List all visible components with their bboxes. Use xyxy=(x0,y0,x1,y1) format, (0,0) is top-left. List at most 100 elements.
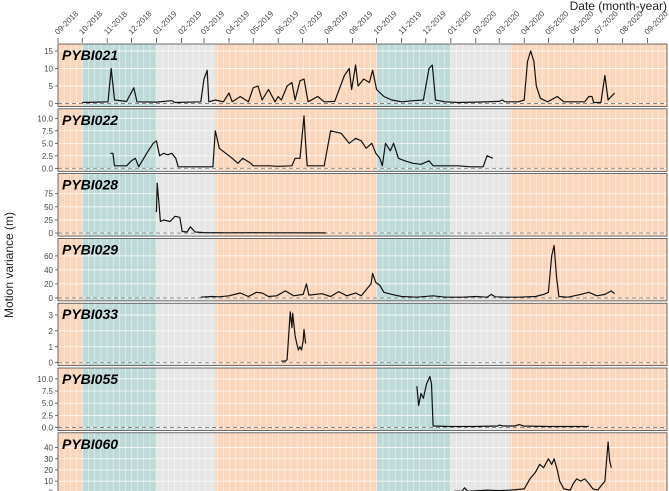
panel-pybi022: 0.0 2.5 5.0 7.5 10.0 PYBI022 xyxy=(37,108,668,173)
x-tick-label: 06-2019 xyxy=(273,9,301,37)
panel-pybi029: 0 20 40 60 PYBI029 xyxy=(44,238,668,303)
panel-pybi033: 0 1 2 3 PYBI033 xyxy=(49,302,668,368)
series-line-pybi028 xyxy=(155,182,326,234)
season-band-orange xyxy=(510,108,667,172)
panel-border xyxy=(57,43,668,107)
y-tick-label: 50 xyxy=(44,203,53,212)
panel-border xyxy=(57,108,668,172)
y-tick-label: 40 xyxy=(44,266,53,275)
x-tick-label: 11-2019 xyxy=(397,9,424,36)
y-tick-label: 10 xyxy=(44,477,53,486)
season-band-grey xyxy=(156,173,216,237)
y-tick-label: 2 xyxy=(49,327,54,336)
season-band-grey xyxy=(156,432,216,491)
x-tick-label: 04-2020 xyxy=(519,9,547,37)
panel-title: PYBI022 xyxy=(62,112,118,128)
season-band-grey xyxy=(450,108,511,172)
y-tick-label: 7.5 xyxy=(42,387,54,396)
x-tick-label: 09-2020 xyxy=(643,9,669,37)
y-tick-label: 7.5 xyxy=(42,127,54,136)
y-tick-label: 10 xyxy=(44,65,53,74)
season-band-grey xyxy=(156,303,216,366)
series-line-pybi021 xyxy=(82,50,616,104)
panel-title: PYBI029 xyxy=(62,241,118,257)
y-tick-label: 0 xyxy=(49,294,54,303)
panel-border xyxy=(57,432,668,491)
series-line-pybi022 xyxy=(110,115,494,168)
x-tick-label: 02-2020 xyxy=(471,9,499,37)
season-band-grey xyxy=(450,432,511,491)
series-line-pybi060 xyxy=(454,441,612,491)
season-band-orange xyxy=(510,368,667,431)
panel-pybi060: 0 10 20 30 40 PYBI060 xyxy=(44,432,668,491)
x-tick-label: 01-2020 xyxy=(446,9,474,37)
x-tick-label: 10-2018 xyxy=(77,9,105,37)
season-band-orange xyxy=(215,368,377,431)
x-tick-label: 09-2019 xyxy=(347,9,375,37)
series-line-pybi033 xyxy=(281,311,307,362)
y-tick-label: 0 xyxy=(49,100,54,109)
x-tick-label: 02-2019 xyxy=(176,9,204,37)
y-tick-label: 5.0 xyxy=(42,139,54,148)
panel-border xyxy=(57,367,668,431)
x-axis-ticks: 09-201810-201811-201812-201801-201902-20… xyxy=(53,9,669,43)
y-tick-label: 15 xyxy=(44,47,53,56)
x-tick-label: 11-2018 xyxy=(102,9,129,36)
x-tick-label: 05-2020 xyxy=(543,9,571,37)
x-tick-label: 08-2019 xyxy=(322,9,350,37)
season-band-grey xyxy=(156,108,216,172)
y-tick-label: 3 xyxy=(49,311,54,320)
panel-border xyxy=(57,173,668,237)
season-band-orange xyxy=(215,303,377,366)
series-line-pybi055 xyxy=(416,375,589,428)
season-band-orange xyxy=(510,432,667,491)
y-tick-label: 75 xyxy=(44,190,53,199)
y-tick-label: 0.0 xyxy=(42,424,54,433)
panel-title: PYBI028 xyxy=(62,177,118,193)
y-tick-label: 0 xyxy=(49,359,54,368)
panel-title: PYBI033 xyxy=(62,306,118,322)
panel-title: PYBI021 xyxy=(62,47,118,63)
y-tick-label: 2.5 xyxy=(42,152,54,161)
y-tick-label: 2.5 xyxy=(42,411,54,420)
x-tick-label: 07-2020 xyxy=(593,9,621,37)
x-tick-label: 03-2019 xyxy=(199,9,227,37)
x-tick-label: 03-2020 xyxy=(494,9,522,37)
x-tick-label: 04-2019 xyxy=(224,9,252,37)
season-band-grey xyxy=(156,368,216,431)
x-tick-label: 10-2019 xyxy=(372,9,400,37)
season-band-orange xyxy=(215,108,377,172)
x-tick-label: 05-2019 xyxy=(248,9,276,37)
y-tick-label: 20 xyxy=(44,280,53,289)
y-tick-label: 0.0 xyxy=(42,164,54,173)
season-band-orange xyxy=(510,173,667,237)
x-axis-label: Date (month-year) xyxy=(570,0,667,13)
panel-title: PYBI055 xyxy=(62,371,118,387)
season-band-grey xyxy=(450,44,511,107)
y-tick-label: 10.0 xyxy=(37,114,53,123)
y-tick-label: 5.0 xyxy=(42,399,54,408)
x-tick-label: 06-2020 xyxy=(568,9,596,37)
x-tick-label: 09-2018 xyxy=(53,9,81,37)
x-tick-label: 08-2020 xyxy=(618,9,646,37)
y-tick-label: 25 xyxy=(44,216,53,225)
y-tick-label: 20 xyxy=(44,466,53,475)
panel-title: PYBI060 xyxy=(62,436,118,452)
y-tick-label: 30 xyxy=(44,455,53,464)
panel-pybi028: 0 25 50 75 PYBI028 xyxy=(44,173,668,238)
panels: 0 5 10 15 PYBI021 0.0 2.5 5.0 7.5 10.0 PYBI022 0 25 5… xyxy=(37,43,668,491)
series-line-pybi029 xyxy=(200,244,615,298)
season-band-orange xyxy=(510,303,667,366)
season-band-orange xyxy=(215,173,377,237)
season-band-grey xyxy=(156,44,216,107)
x-tick-label: 07-2019 xyxy=(297,9,325,37)
panel-border xyxy=(57,302,668,367)
panel-pybi021: 0 5 10 15 PYBI021 xyxy=(44,43,668,109)
y-axis-label: Motion variance (m) xyxy=(2,212,16,318)
y-tick-label: 40 xyxy=(44,444,53,453)
y-tick-label: 5 xyxy=(49,82,54,91)
y-tick-label: 10.0 xyxy=(37,375,53,384)
x-tick-label: 01-2019 xyxy=(151,9,179,37)
y-tick-label: 0 xyxy=(49,229,54,238)
